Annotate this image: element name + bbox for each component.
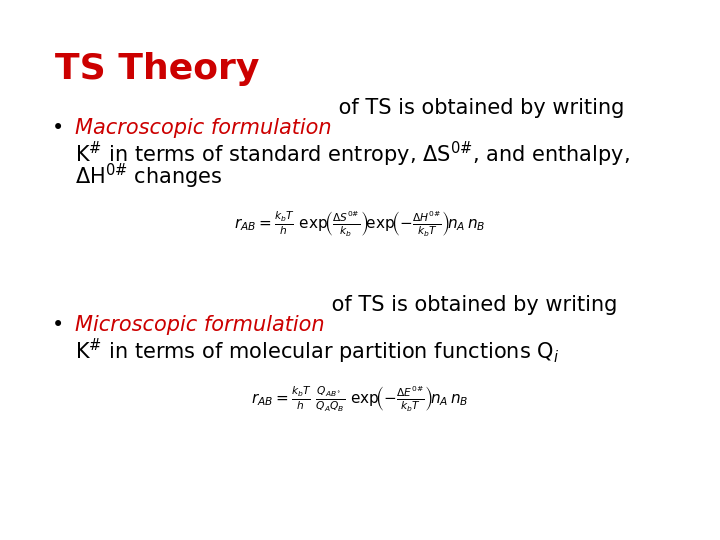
Text: $r_{AB} = \frac{k_b T}{h}\ \frac{Q_{AB^\circ}}{Q_A Q_B}\ \mathrm{exp}\!\left(-\f: $r_{AB} = \frac{k_b T}{h}\ \frac{Q_{AB^\… bbox=[251, 385, 469, 414]
Text: •: • bbox=[52, 118, 64, 138]
Text: •: • bbox=[52, 315, 64, 335]
Text: $\Delta$H$^{0\#}$ changes: $\Delta$H$^{0\#}$ changes bbox=[75, 162, 222, 191]
Text: Macroscopic formulation: Macroscopic formulation bbox=[75, 118, 332, 138]
Text: K$^{\#}$ in terms of molecular partition functions Q$_i$: K$^{\#}$ in terms of molecular partition… bbox=[75, 337, 559, 366]
Text: TS Theory: TS Theory bbox=[55, 52, 259, 86]
Text: of TS is obtained by writing: of TS is obtained by writing bbox=[332, 98, 624, 118]
Text: of TS is obtained by writing: of TS is obtained by writing bbox=[325, 295, 617, 315]
Text: K$^{\#}$ in terms of standard entropy, $\Delta$S$^{0\#}$, and enthalpy,: K$^{\#}$ in terms of standard entropy, $… bbox=[75, 140, 630, 169]
Text: Microscopic formulation: Microscopic formulation bbox=[75, 315, 325, 335]
Text: $r_{AB} = \frac{k_b T}{h}\ \mathrm{exp}\!\left(\frac{\Delta S^{0\#}}{k_b}\right): $r_{AB} = \frac{k_b T}{h}\ \mathrm{exp}\… bbox=[234, 210, 486, 239]
